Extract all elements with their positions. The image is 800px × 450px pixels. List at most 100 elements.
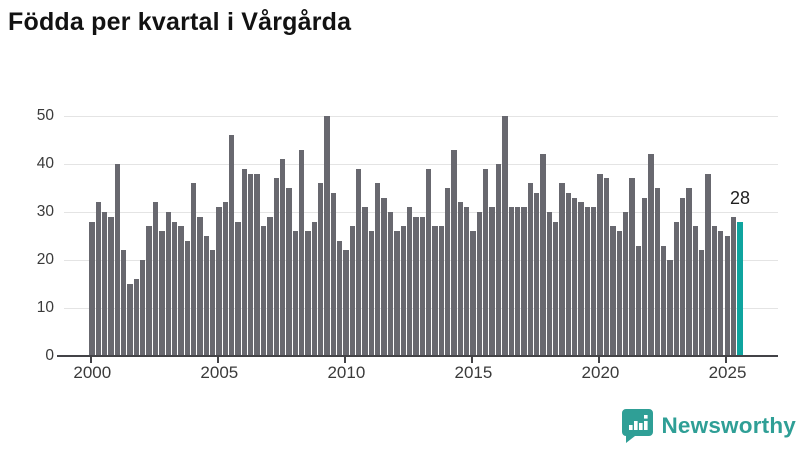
bar [324, 116, 330, 356]
bar [737, 221, 743, 356]
y-axis-tick-label: 20 [36, 251, 54, 268]
bar [686, 188, 692, 356]
bar [540, 154, 546, 356]
bar [279, 159, 286, 356]
newsworthy-logo-text: Newsworthy [661, 413, 796, 438]
bar [692, 226, 699, 356]
bar [254, 173, 260, 356]
bar [718, 231, 724, 356]
x-axis-tick [725, 356, 727, 363]
bar [140, 260, 146, 356]
bar [648, 154, 654, 356]
x-axis-tick-label: 2025 [708, 363, 747, 382]
y-axis-tick-label: 10 [36, 299, 54, 316]
bar [533, 192, 540, 356]
x-axis-tick-label: 2015 [454, 363, 493, 382]
newsworthy-icon [622, 409, 654, 443]
bar [197, 216, 203, 356]
bar [660, 245, 667, 356]
bar [724, 236, 730, 356]
chart-title: Födda per kvartal i Vårgårda [8, 8, 352, 36]
bar [470, 231, 476, 356]
bar [730, 216, 737, 356]
bar [273, 178, 279, 356]
bar [95, 202, 101, 356]
bar [305, 231, 311, 356]
bar [483, 168, 489, 356]
bar [521, 207, 527, 356]
bar [248, 173, 254, 356]
bar [121, 250, 127, 356]
x-axis-tick [216, 356, 219, 363]
bar [711, 226, 718, 356]
bar [292, 231, 298, 356]
gridline [64, 211, 778, 213]
bar [616, 231, 622, 356]
bar [553, 221, 559, 356]
y-axis-tick-label: 40 [36, 155, 54, 172]
y-axis-tick-label: 30 [36, 203, 54, 220]
bar [311, 221, 317, 356]
bar [190, 183, 197, 356]
bar [222, 202, 229, 356]
bar [337, 240, 343, 356]
bar [375, 183, 381, 356]
bar [667, 260, 673, 356]
bar [508, 207, 514, 356]
bar [267, 216, 273, 356]
bar [165, 212, 171, 356]
bar [286, 188, 292, 356]
bar [368, 231, 375, 356]
bar [159, 231, 165, 356]
bar [343, 250, 349, 356]
x-axis-tick-label: 2005 [200, 363, 239, 382]
bar [680, 197, 686, 356]
bar [387, 212, 394, 356]
bar [572, 197, 578, 356]
bar [400, 226, 406, 356]
bar [133, 279, 140, 356]
bar [514, 207, 521, 356]
bar [591, 207, 597, 356]
bar [425, 168, 432, 356]
gridline [64, 163, 778, 165]
x-axis-tick-label: 2010 [327, 363, 366, 382]
bar [546, 212, 552, 356]
bar [330, 192, 337, 356]
newsworthy-logo[interactable]: Newsworthy [621, 408, 796, 444]
bar [178, 226, 184, 356]
bar [502, 116, 508, 356]
bar [451, 149, 457, 356]
bar [464, 207, 470, 356]
bar [209, 250, 216, 356]
bar [578, 202, 584, 356]
bar [559, 183, 565, 356]
x-axis-tick [89, 356, 92, 363]
bar [705, 173, 711, 356]
x-axis-tick [343, 356, 346, 363]
bar [406, 207, 413, 356]
bar [146, 226, 152, 356]
bar [394, 231, 400, 356]
bar [203, 236, 209, 356]
bar [495, 164, 502, 356]
bar [629, 178, 635, 356]
bar [654, 188, 660, 356]
x-axis-line [57, 355, 778, 357]
bar [610, 226, 616, 356]
bar [152, 202, 159, 356]
x-axis-tick-label: 2020 [581, 363, 620, 382]
bar [432, 226, 438, 356]
bar [349, 226, 356, 356]
bar [527, 183, 533, 356]
bar [241, 168, 248, 356]
bar [565, 192, 572, 356]
bar [298, 149, 305, 356]
bar [356, 168, 362, 356]
bar [317, 183, 324, 356]
bar [229, 135, 235, 356]
bar [89, 221, 95, 356]
bar [635, 245, 641, 356]
